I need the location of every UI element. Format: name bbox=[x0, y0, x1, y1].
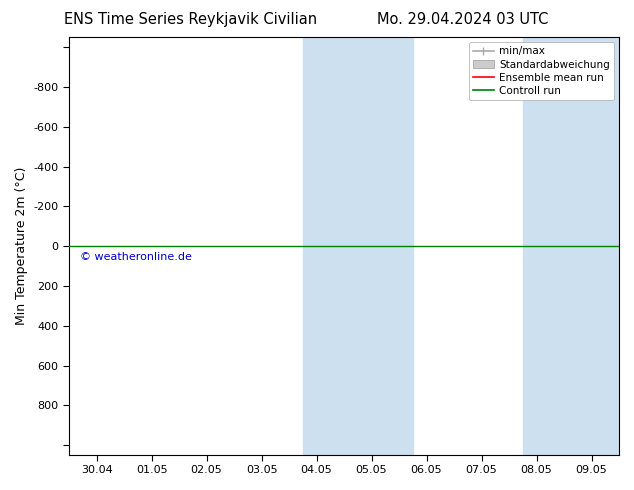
Y-axis label: Min Temperature 2m (°C): Min Temperature 2m (°C) bbox=[15, 167, 28, 325]
Bar bbox=[303, 37, 413, 455]
Text: © weatheronline.de: © weatheronline.de bbox=[80, 252, 192, 262]
Text: ENS Time Series Reykjavik Civilian: ENS Time Series Reykjavik Civilian bbox=[63, 12, 317, 27]
Bar bbox=[523, 37, 619, 455]
Legend: min/max, Standardabweichung, Ensemble mean run, Controll run: min/max, Standardabweichung, Ensemble me… bbox=[469, 42, 614, 100]
Text: Mo. 29.04.2024 03 UTC: Mo. 29.04.2024 03 UTC bbox=[377, 12, 548, 27]
